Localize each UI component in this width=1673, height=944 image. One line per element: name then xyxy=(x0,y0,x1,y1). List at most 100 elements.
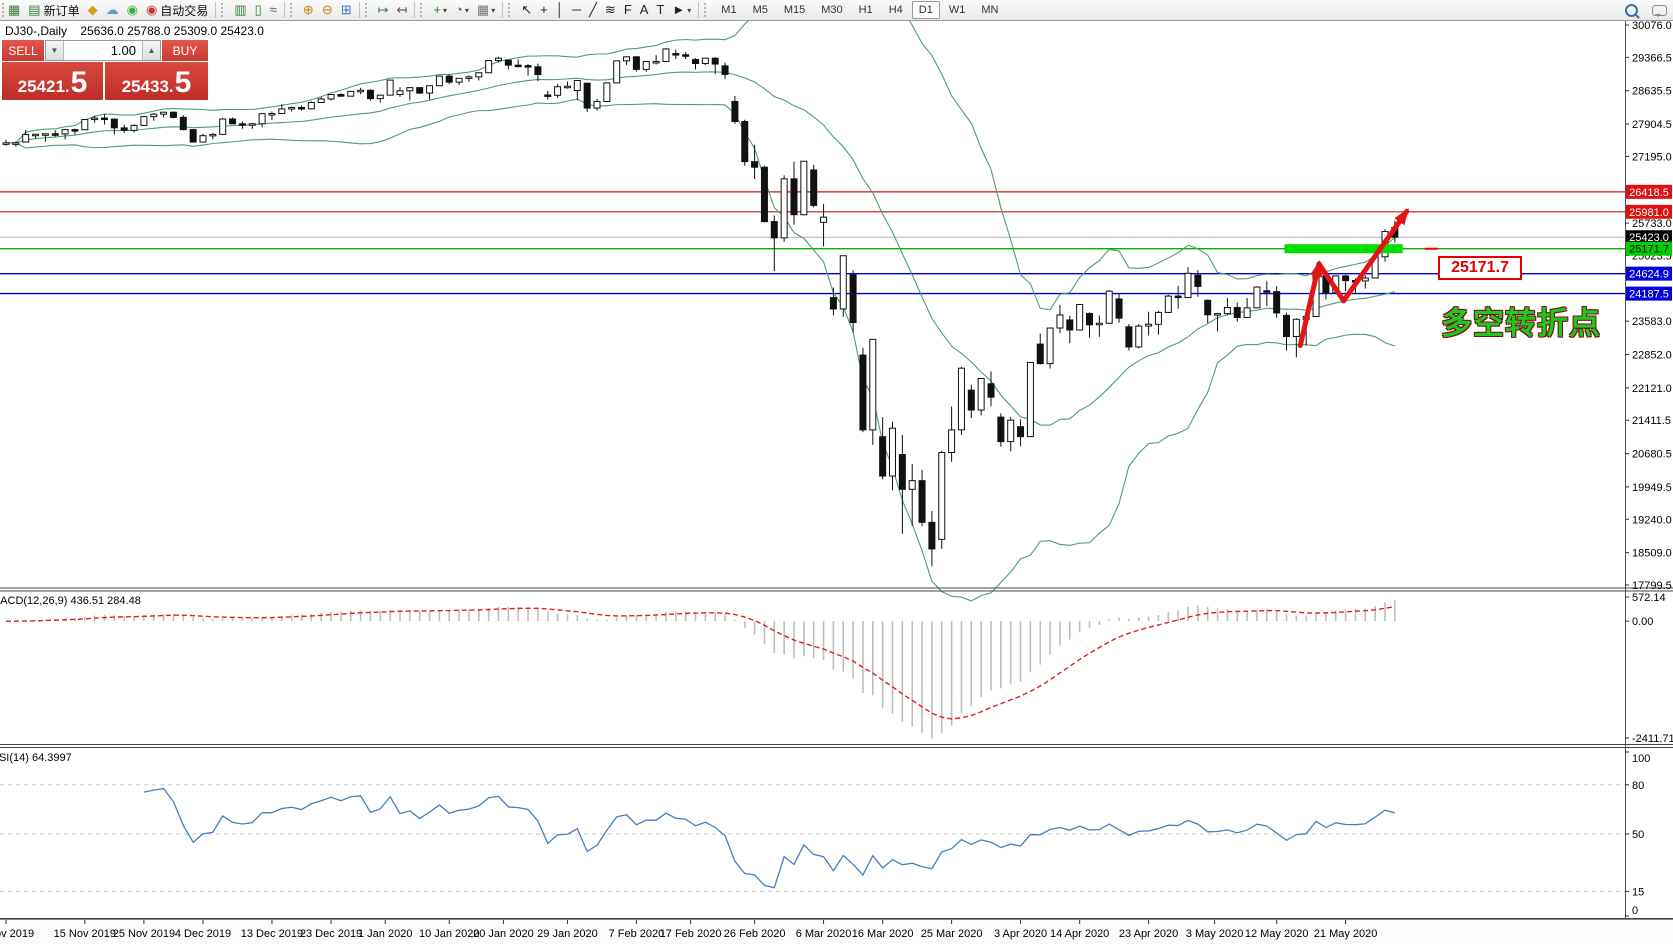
svg-text:29366.5: 29366.5 xyxy=(1632,52,1672,64)
periods-button[interactable]: ◔ ▾ xyxy=(451,1,473,19)
toolbar-grip[interactable] xyxy=(289,3,297,17)
svg-text:30076.0: 30076.0 xyxy=(1632,20,1672,32)
indicators-button: + xyxy=(433,2,442,17)
new-order-button[interactable]: ▤ 新订单 xyxy=(24,1,83,19)
trendline-icon[interactable]: ╱ xyxy=(585,1,601,19)
price-chart-canvas[interactable]: 30076.0 29366.5 28635.5 27904.5 27195.0 25733… xyxy=(0,20,1673,944)
symbol-period-label: DJ30-,Daily xyxy=(5,24,68,38)
new-order-button: ▤ xyxy=(28,2,41,17)
new-chart-icon: ▦ xyxy=(8,2,21,17)
rsi-axis[interactable]: 100 80 50 15 0 xyxy=(1625,751,1650,917)
toolbar-grip[interactable] xyxy=(364,3,372,17)
candles-layer xyxy=(2,48,1399,567)
buy-quote[interactable]: 25433. 5 xyxy=(105,62,208,100)
line-chart-icon[interactable]: ≈ xyxy=(266,1,281,19)
toolbar-group-scroll: ↦ ↤ xyxy=(363,0,419,20)
auto-scroll-icon[interactable]: ↦ xyxy=(374,1,393,19)
svg-text:572.14: 572.14 xyxy=(1632,592,1666,604)
dropdown-caret-icon[interactable]: ▾ xyxy=(491,5,496,15)
timeframe-m15[interactable]: M15 xyxy=(783,4,806,16)
vline-icon: │ xyxy=(555,2,564,17)
svg-text:50: 50 xyxy=(1632,829,1644,841)
buy-button[interactable]: BUY xyxy=(162,40,208,61)
turning-point-note[interactable]: 多空转折点 xyxy=(1441,306,1601,341)
toolbar-grip[interactable] xyxy=(508,3,515,17)
zoom-in-icon[interactable]: ⊕ xyxy=(299,1,318,19)
macd-axis[interactable]: 572.14 0.00 -2411.71 xyxy=(1625,592,1673,745)
navigator-icon[interactable]: ☁ xyxy=(102,1,123,19)
toolbar-grip[interactable] xyxy=(221,3,228,17)
timeframe-m30[interactable]: M30 xyxy=(821,4,843,16)
chart-window[interactable]: 30076.0 29366.5 28635.5 27904.5 27195.0 25733… xyxy=(0,20,1673,944)
dropdown-caret-icon[interactable]: ▾ xyxy=(443,5,448,15)
svg-text:20680.5: 20680.5 xyxy=(1632,449,1672,461)
hline-icon[interactable]: ─ xyxy=(568,1,585,19)
timeframe-h1[interactable]: H1 xyxy=(858,4,873,16)
bar-chart-icon[interactable]: ▥ xyxy=(230,1,250,19)
sell-button[interactable]: SELL xyxy=(2,40,44,61)
svg-text:13 Dec 2019: 13 Dec 2019 xyxy=(241,928,303,940)
svg-text:19240.0: 19240.0 xyxy=(1632,514,1672,526)
toolbar-grip[interactable] xyxy=(2,3,9,17)
svg-text:0.00: 0.00 xyxy=(1632,616,1653,628)
svg-text:25 Mar 2020: 25 Mar 2020 xyxy=(921,928,983,940)
volume-decrease-button[interactable]: ▼ xyxy=(46,41,64,60)
timeframe-m1[interactable]: M1 xyxy=(721,4,737,16)
toolbar-group-objects: ↖ + │ ─ ╱ ≋ F A T ► ▾ xyxy=(506,0,702,20)
indicators-button[interactable]: + ▾ xyxy=(429,1,451,19)
search-icon[interactable] xyxy=(1625,3,1638,17)
arrows-button[interactable]: ► ▾ xyxy=(668,1,695,19)
candle-chart-icon[interactable]: ▯ xyxy=(251,1,266,19)
rsi-label: RSI(14) 64.3997 xyxy=(0,752,72,764)
svg-text:12 May 2020: 12 May 2020 xyxy=(1245,928,1309,940)
svg-text:17799.5: 17799.5 xyxy=(1632,580,1672,592)
timeframe-toolbar: M1 M5 M15 M30 H1 H4 D1 W1 MN xyxy=(702,0,1006,20)
signal-icon[interactable]: ◉ xyxy=(123,1,142,19)
trend-arrow xyxy=(1297,208,1410,348)
volume-increase-button[interactable]: ▲ xyxy=(142,41,160,60)
label-icon[interactable]: T xyxy=(652,1,668,19)
cursor-icon[interactable]: ↖ xyxy=(517,1,536,19)
svg-text:16 Mar 2020: 16 Mar 2020 xyxy=(852,928,914,940)
svg-text:3 May 2020: 3 May 2020 xyxy=(1186,928,1243,940)
timeframe-h4[interactable]: H4 xyxy=(888,4,903,16)
timeframe-d1[interactable]: D1 xyxy=(911,1,940,19)
dropdown-caret-icon[interactable]: ▾ xyxy=(687,5,692,15)
timeframe-mn[interactable]: MN xyxy=(981,4,999,16)
svg-text:26 Feb 2020: 26 Feb 2020 xyxy=(724,928,786,940)
svg-text:25981.0: 25981.0 xyxy=(1629,207,1669,219)
templates-button[interactable]: ▦ ▾ xyxy=(473,1,499,19)
zoom-out-icon[interactable]: ⊖ xyxy=(318,1,337,19)
panel-frame xyxy=(0,20,1673,919)
price-axis[interactable]: 30076.0 29366.5 28635.5 27904.5 27195.0 25733… xyxy=(1625,20,1672,592)
dropdown-caret-icon[interactable]: ▾ xyxy=(464,5,469,15)
price-zone-tag[interactable]: 25171.7 xyxy=(1438,256,1522,280)
volume-input[interactable]: 1.00 xyxy=(110,43,136,58)
sell-price-int: 25421 xyxy=(17,77,65,96)
label-icon: T xyxy=(656,2,665,17)
chat-icon[interactable] xyxy=(1652,4,1667,17)
channel-icon[interactable]: ≋ xyxy=(601,1,620,19)
chart-shift-icon[interactable]: ↤ xyxy=(393,1,412,19)
vline-icon[interactable]: │ xyxy=(552,1,568,19)
toolbar-grip[interactable] xyxy=(420,3,427,17)
market-watch-icon[interactable]: ◆ xyxy=(84,1,102,19)
text-icon: A xyxy=(639,2,649,17)
fibo-icon[interactable]: F xyxy=(620,1,636,19)
svg-text:5 Nov 2019: 5 Nov 2019 xyxy=(0,928,34,940)
svg-text:23 Dec 2019: 23 Dec 2019 xyxy=(300,928,362,940)
main-toolbar: ▦ ▤ 新订单 ◆ ☁ ◉ ◉ 自动交易 ▥ ▯ ≈ ⊕ ⊖ ⊞ ↦ ↤ + ▾ ◔ ▾ ▦ ▾ ↖ + │ ─ ╱ ≋ F A T ► ▾ M… xyxy=(0,0,1673,21)
tile-windows-icon[interactable]: ⊞ xyxy=(337,1,356,19)
autotrade-button[interactable]: ◉ 自动交易 xyxy=(142,1,212,19)
rsi-panel xyxy=(0,784,1625,892)
buy-price-int: 25433 xyxy=(121,77,169,96)
text-icon[interactable]: A xyxy=(636,1,653,19)
sell-quote[interactable]: 25421. 5 xyxy=(2,62,105,100)
svg-text:100: 100 xyxy=(1632,753,1650,765)
signal-icon: ◉ xyxy=(126,2,138,17)
timeframe-w1[interactable]: W1 xyxy=(948,4,966,16)
crosshair-icon[interactable]: + xyxy=(536,1,552,19)
new-chart-icon[interactable]: ▦ xyxy=(4,1,24,19)
timeframe-m5[interactable]: M5 xyxy=(752,4,768,16)
